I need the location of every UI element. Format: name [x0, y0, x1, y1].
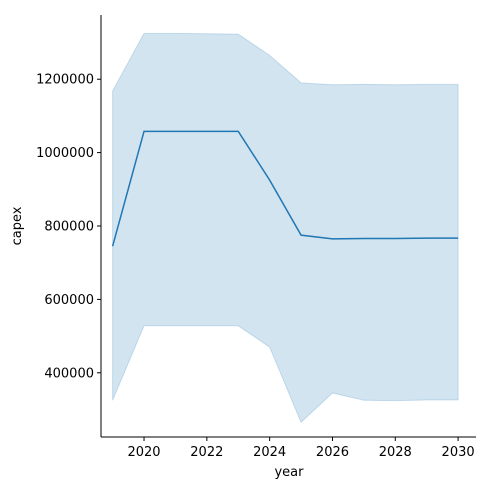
x-axis-ticks: 2020 2022 2024 2026 2028 2030: [127, 437, 475, 460]
y-axis-ticks: 400000 600000 800000 1000000 1200000: [36, 73, 101, 381]
y-tick-label: 800000: [44, 220, 94, 235]
x-tick-label: 2024: [253, 445, 286, 460]
x-tick-label: 2028: [379, 445, 412, 460]
series-line: [111, 130, 459, 247]
x-axis-label: year: [274, 465, 304, 480]
x-tick-label: 2030: [442, 445, 475, 460]
confidence-bands: [112, 32, 459, 424]
y-tick-label: 400000: [44, 366, 94, 381]
y-tick-label: 600000: [44, 293, 94, 308]
x-tick-label: 2026: [316, 445, 349, 460]
x-tick-label: 2020: [127, 445, 160, 460]
y-tick-label: 1200000: [36, 73, 94, 88]
x-tick-label: 2022: [190, 445, 223, 460]
plot-area: [111, 32, 459, 424]
y-tick-label: 1000000: [36, 146, 94, 161]
series-lines: [111, 130, 459, 247]
y-axis-label: capex: [10, 206, 25, 245]
confidence-band: [112, 32, 459, 424]
